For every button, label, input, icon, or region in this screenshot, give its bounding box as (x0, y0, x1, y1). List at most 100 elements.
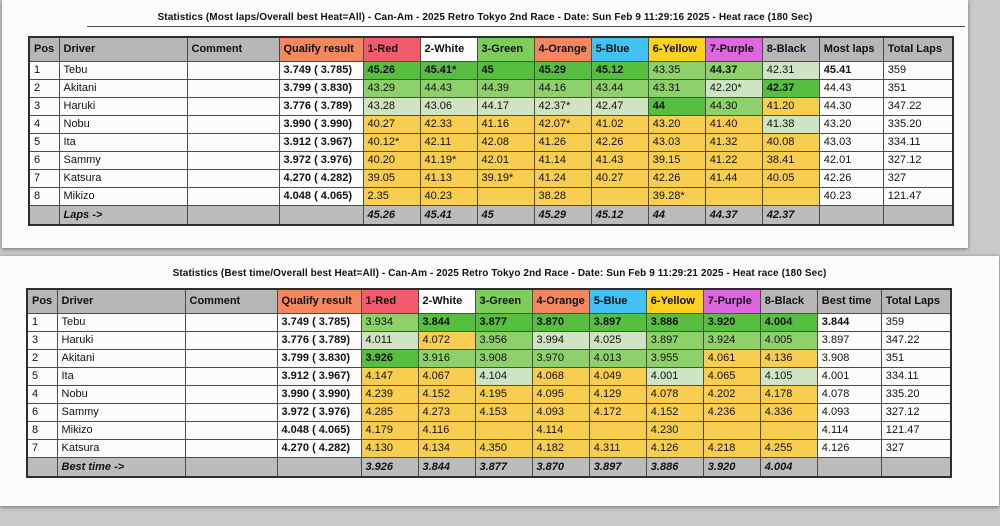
comment-cell (186, 205, 280, 226)
pos-cell: 3 (28, 97, 60, 116)
lane-cell: 4.202 (702, 385, 761, 404)
comment-cell (186, 61, 280, 80)
pos-cell (26, 457, 58, 478)
lane-cell: 4.350 (474, 439, 533, 458)
total-laps-cell: 121.47 (882, 187, 954, 206)
driver-row: 1 Tebu 3.749 ( 3.785) 45.26 45.41* 45 45.29 45.… (28, 61, 954, 80)
header-row: Pos Driver Comment Qualify result 1-Red 2-Whi… (26, 288, 952, 314)
column-header-5-blue: 5-Blue (588, 288, 647, 314)
total-laps-cell: 334.11 (882, 133, 954, 152)
lane-cell: 44.30 (704, 97, 763, 116)
comment-cell (184, 367, 278, 386)
lane-cell: 4.179 (360, 421, 419, 440)
lane-cell (476, 187, 535, 206)
lane-cell: 42.01 (476, 151, 535, 170)
lane-cell: 45.26 (362, 61, 421, 80)
total-laps-cell: 121.47 (880, 421, 952, 440)
most-laps-cell: 44.30 (818, 97, 884, 116)
lane-cell: 4.153 (474, 403, 533, 422)
total-laps-cell (880, 457, 952, 478)
lane-cell: 41.44 (704, 169, 763, 188)
lane-cell: 41.22 (704, 151, 763, 170)
lane-cell: 4.218 (702, 439, 761, 458)
report-sheet: Statistics (Most laps/Overall best Heat=… (2, 0, 968, 248)
qualify-result-cell: 4.270 ( 4.282) (278, 169, 364, 188)
column-header-1-red: 1-Red (360, 288, 419, 314)
lane-cell: 4.152 (645, 403, 704, 422)
driver-cell: Nobu (56, 385, 186, 404)
lane-cell: 45 (476, 61, 535, 80)
lane-cell (761, 187, 820, 206)
summary-row: Best time -> 3.926 3.844 3.877 3.870 3.897 3.8… (26, 457, 952, 478)
lane-best-cell: 3.926 (360, 457, 419, 478)
lane-cell: 41.40 (704, 115, 763, 134)
lane-cell: 39.05 (362, 169, 421, 188)
lane-cell: 44 (647, 97, 706, 116)
driver-row: 5 Ita 3.912 ( 3.967) 4.147 4.067 4.104 4.068 4.… (26, 367, 952, 386)
lane-cell: 4.104 (474, 367, 533, 386)
lane-cell: 4.004 (759, 313, 818, 332)
lane-cell: 40.27 (590, 169, 649, 188)
driver-cell: Tebu (56, 313, 186, 332)
lane-cell: 42.26 (647, 169, 706, 188)
pos-cell: 2 (28, 79, 60, 98)
lane-cell (590, 187, 649, 206)
driver-row: 1 Tebu 3.749 ( 3.785) 3.934 3.844 3.877 3.870 3… (26, 313, 952, 332)
lane-cell: 4.095 (531, 385, 590, 404)
stats-table: Pos Driver Comment Qualify result 1-Red 2-Whi… (26, 288, 953, 478)
most-laps-cell: 43.03 (818, 133, 884, 152)
lane-cell: 42.31 (761, 61, 820, 80)
driver-row: 8 Mikizo 4.048 ( 4.065) 4.179 4.116 4.114 4.23… (26, 421, 952, 440)
lane-cell: 41.24 (533, 169, 592, 188)
summary-row: Laps -> 45.26 45.41 45 45.29 45.12 44 44.37 42.3… (28, 205, 954, 226)
lane-cell: 43.28 (362, 97, 421, 116)
lane-cell: 45.12 (590, 61, 649, 80)
lane-cell: 4.013 (588, 349, 647, 368)
lane-cell: 44.43 (419, 79, 478, 98)
comment-cell (186, 79, 280, 98)
lane-cell: 4.005 (759, 331, 818, 350)
lane-cell: 3.886 (645, 313, 704, 332)
lane-cell (702, 421, 761, 440)
driver-row: 4 Nobu 3.990 ( 3.990) 4.239 4.152 4.195 4.095 4… (26, 385, 952, 404)
best-time-cell: 4.001 (816, 367, 882, 386)
lane-cell: 41.38 (761, 115, 820, 134)
lane-cell: 44.39 (476, 79, 535, 98)
lane-cell (588, 421, 647, 440)
driver-row: 7 Katsura 4.270 ( 4.282) 39.05 41.13 39.19* 41… (28, 169, 954, 188)
lane-cell: 45.41* (419, 61, 478, 80)
summary-label: Best time -> (56, 457, 186, 478)
qualify-result-cell: 3.990 ( 3.990) (276, 385, 362, 404)
lane-best-cell: 3.920 (702, 457, 761, 478)
lane-best-cell: 45 (476, 205, 535, 226)
column-header-qualify-result: Qualify result (278, 36, 364, 62)
column-header-driver: Driver (58, 36, 188, 62)
lane-cell: 43.06 (419, 97, 478, 116)
lane-best-cell: 44.37 (704, 205, 763, 226)
column-header-most-laps: Most laps (818, 36, 884, 62)
most-laps-cell (818, 205, 884, 226)
lane-cell: 4.011 (360, 331, 419, 350)
column-header-4-orange: 4-Orange (531, 288, 590, 314)
column-header-best-time: Best time (816, 288, 882, 314)
lane-cell: 3.926 (360, 349, 419, 368)
lane-cell: 40.05 (761, 169, 820, 188)
comment-cell (184, 331, 278, 350)
lane-cell: 4.072 (417, 331, 476, 350)
lane-cell: 4.336 (759, 403, 818, 422)
best-time-cell: 3.844 (816, 313, 882, 332)
qualify-result-cell: 4.048 ( 4.065) (278, 187, 364, 206)
lane-best-cell: 42.37 (761, 205, 820, 226)
lane-cell: 38.41 (761, 151, 820, 170)
column-header-7-purple: 7-Purple (702, 288, 761, 314)
comment-cell (184, 349, 278, 368)
lane-cell (474, 421, 533, 440)
total-laps-cell: 347.22 (882, 97, 954, 116)
total-laps-cell (882, 205, 954, 226)
lane-cell: 4.114 (531, 421, 590, 440)
lane-cell: 44.16 (533, 79, 592, 98)
column-header-6-yellow: 6-Yellow (647, 36, 706, 62)
lane-best-cell: 3.870 (531, 457, 590, 478)
lane-cell: 43.31 (647, 79, 706, 98)
column-header-2-white: 2-White (417, 288, 476, 314)
